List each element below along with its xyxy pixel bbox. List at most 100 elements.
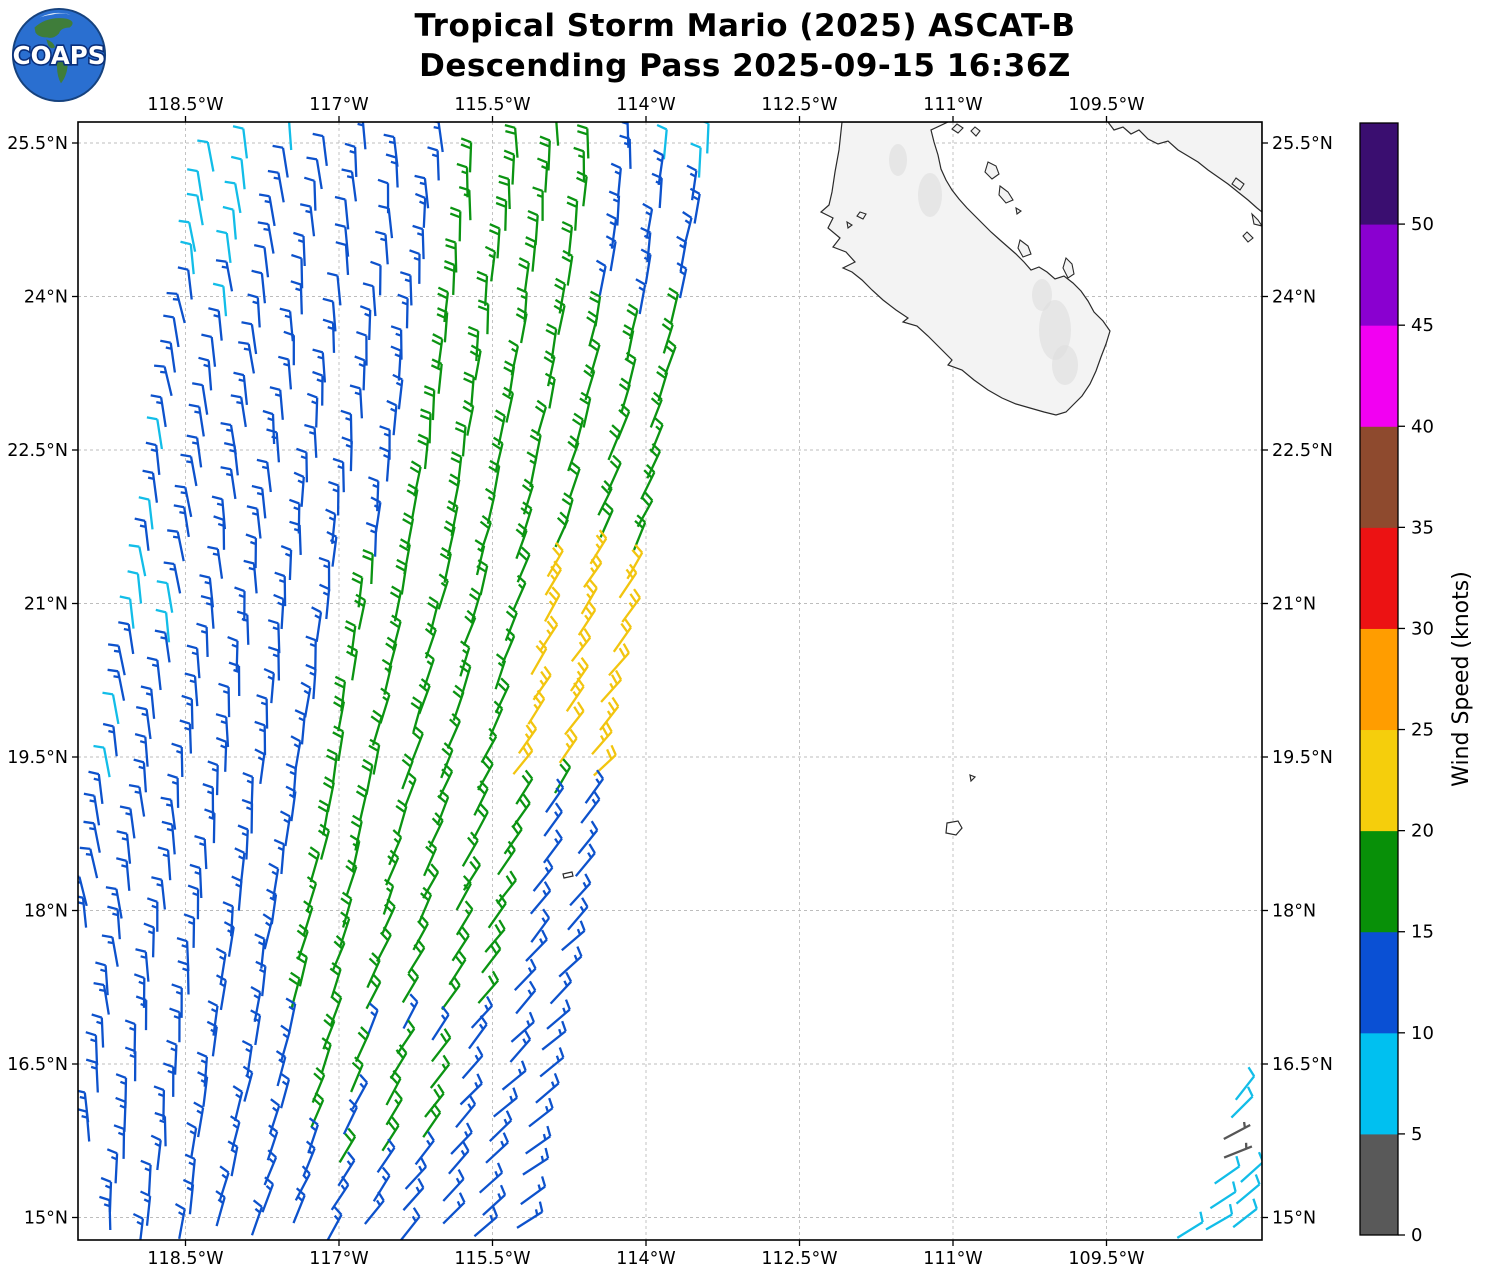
wind-barb (102, 722, 118, 757)
wind-barb (1176, 1211, 1204, 1239)
wind-barb (564, 701, 585, 736)
wind-barb (332, 725, 345, 762)
wind-barb (322, 297, 337, 332)
colorbar-tick-label: 40 (1411, 416, 1434, 437)
wind-barb (274, 571, 287, 607)
wind-barb (477, 970, 500, 1004)
wind-barb (254, 748, 266, 785)
wind-barb (285, 997, 297, 1034)
lat-tick-label-right: 21°N (1272, 595, 1316, 615)
wind-barb (487, 893, 507, 929)
wind-barb (167, 529, 185, 562)
wind-barb (267, 169, 285, 203)
wind-barb (656, 365, 669, 402)
wind-barb (115, 1096, 127, 1132)
wind-barb (305, 663, 317, 700)
wind-barb (423, 385, 436, 421)
wind-barb (290, 280, 303, 315)
wind-barb (480, 727, 498, 764)
wind-barb (496, 870, 517, 905)
wind-barb (525, 929, 548, 962)
axis-ticks (72, 116, 1268, 1246)
wind-barb (389, 585, 402, 622)
colorbar-tick-label: 30 (1411, 618, 1434, 639)
wind-barb (344, 620, 357, 656)
wind-barb (196, 622, 209, 657)
wind-barb (105, 886, 123, 919)
wind-barb (269, 386, 284, 420)
wind-barb (179, 719, 193, 754)
wind-barb (529, 881, 552, 915)
wind-barb (174, 1203, 186, 1240)
wind-barb (385, 849, 400, 886)
wind-barb (340, 409, 353, 445)
wind-barb (160, 796, 177, 830)
wind-barb (389, 614, 402, 651)
wind-barb (552, 122, 560, 146)
wind-barb (230, 394, 247, 428)
wind-barb (525, 1125, 552, 1155)
wind-barb (558, 946, 583, 978)
wind-barb (173, 504, 190, 538)
wind-barb (134, 517, 150, 551)
wind-barb (676, 262, 688, 299)
wind-barb (635, 278, 647, 315)
wind-barb (595, 259, 607, 296)
wind-barb (186, 644, 201, 679)
wind-barb (359, 305, 372, 341)
wind-barb (399, 271, 413, 306)
wind-barb (154, 1111, 167, 1147)
wind-barb (545, 778, 565, 813)
wind-barb (113, 1124, 126, 1159)
wind-barb (177, 960, 190, 995)
colorbar-segment (1360, 1133, 1398, 1236)
wind-barb (640, 248, 652, 285)
wind-barb (410, 725, 424, 762)
wind-barb (346, 644, 359, 681)
wind-barb (232, 125, 249, 159)
wind-barb (1205, 1203, 1234, 1231)
wind-barb (494, 677, 510, 714)
wind-barb (95, 961, 109, 996)
wind-barb (472, 803, 489, 840)
wind-barb (245, 533, 258, 569)
wind-barb (624, 351, 637, 389)
wind-barb (296, 447, 309, 483)
wind-barb (266, 888, 278, 925)
wind-barb (194, 834, 208, 870)
wind-barb (362, 549, 374, 585)
colorbar-tick-label: 25 (1411, 720, 1434, 741)
lat-tick-label-left: 22.5°N (7, 441, 68, 461)
map-frame (77, 121, 1263, 1241)
wind-barb (512, 574, 527, 611)
colorbar-segment (1360, 325, 1398, 427)
wind-barb (341, 168, 358, 202)
wind-barb (354, 355, 366, 391)
colorbar-segment (1360, 123, 1398, 225)
wind-barb (78, 895, 88, 928)
wind-barb (119, 595, 135, 629)
wind-barb (333, 695, 346, 732)
wind-barb (278, 355, 293, 390)
wind-barb (1223, 1142, 1253, 1159)
wind-barb (350, 1056, 364, 1093)
wind-barb (216, 229, 232, 264)
wind-barb (334, 195, 350, 230)
wind-barb (290, 735, 302, 771)
colorbar-segment (1360, 527, 1398, 629)
lat-tick-label-right: 16.5°N (1272, 1055, 1333, 1075)
wind-barb (539, 1047, 565, 1078)
wind-barb (456, 162, 469, 198)
axis-tick-labels: 118.5°W 118.5°W 117°W 117°W 115.5°W 115.5°W 11… (7, 95, 1333, 1264)
wind-barb (539, 135, 551, 171)
lon-tick-label-bottom: 109.5°W (1068, 1249, 1144, 1264)
wind-barb (423, 840, 438, 877)
wind-barb (390, 345, 402, 381)
wind-barb (107, 643, 126, 676)
wind-barb (218, 1165, 230, 1202)
colorbar-segment (1360, 1032, 1398, 1135)
wind-barb (304, 423, 318, 458)
wind-barb (237, 824, 249, 860)
wind-barb (401, 753, 414, 790)
wind-barb (370, 260, 382, 296)
